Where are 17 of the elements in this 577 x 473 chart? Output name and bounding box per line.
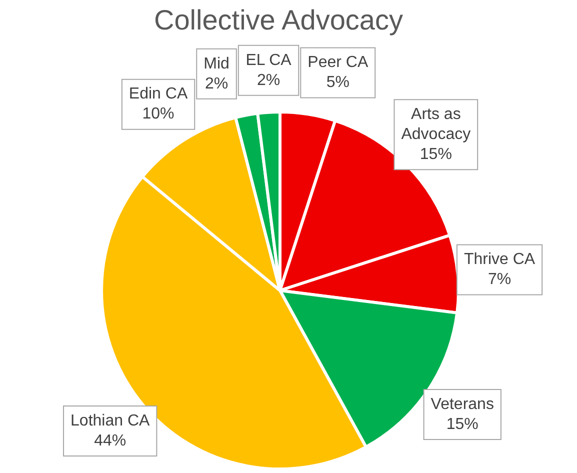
data-label: 2% [256, 72, 280, 89]
slice-label: Mid [204, 55, 230, 72]
slice-label: Thrive CA [464, 251, 536, 268]
data-label: 15% [446, 416, 478, 433]
slice-label: Veterans [430, 396, 494, 413]
data-label: 5% [326, 74, 350, 92]
slice-label: Lothian CA [70, 412, 150, 430]
data-label: 15% [420, 146, 452, 163]
data-label: 2% [204, 75, 228, 92]
slice-label: Edin CA [128, 86, 188, 103]
slice-label: Arts as Advocacy [401, 106, 471, 143]
data-label: 44% [94, 432, 126, 450]
data-label: 10% [142, 106, 174, 123]
slice-label: Peer CA [308, 54, 368, 72]
chart-title: Collective Advocacy [154, 4, 404, 36]
slice-label: EL CA [246, 52, 292, 69]
data-label: 7% [488, 271, 512, 288]
